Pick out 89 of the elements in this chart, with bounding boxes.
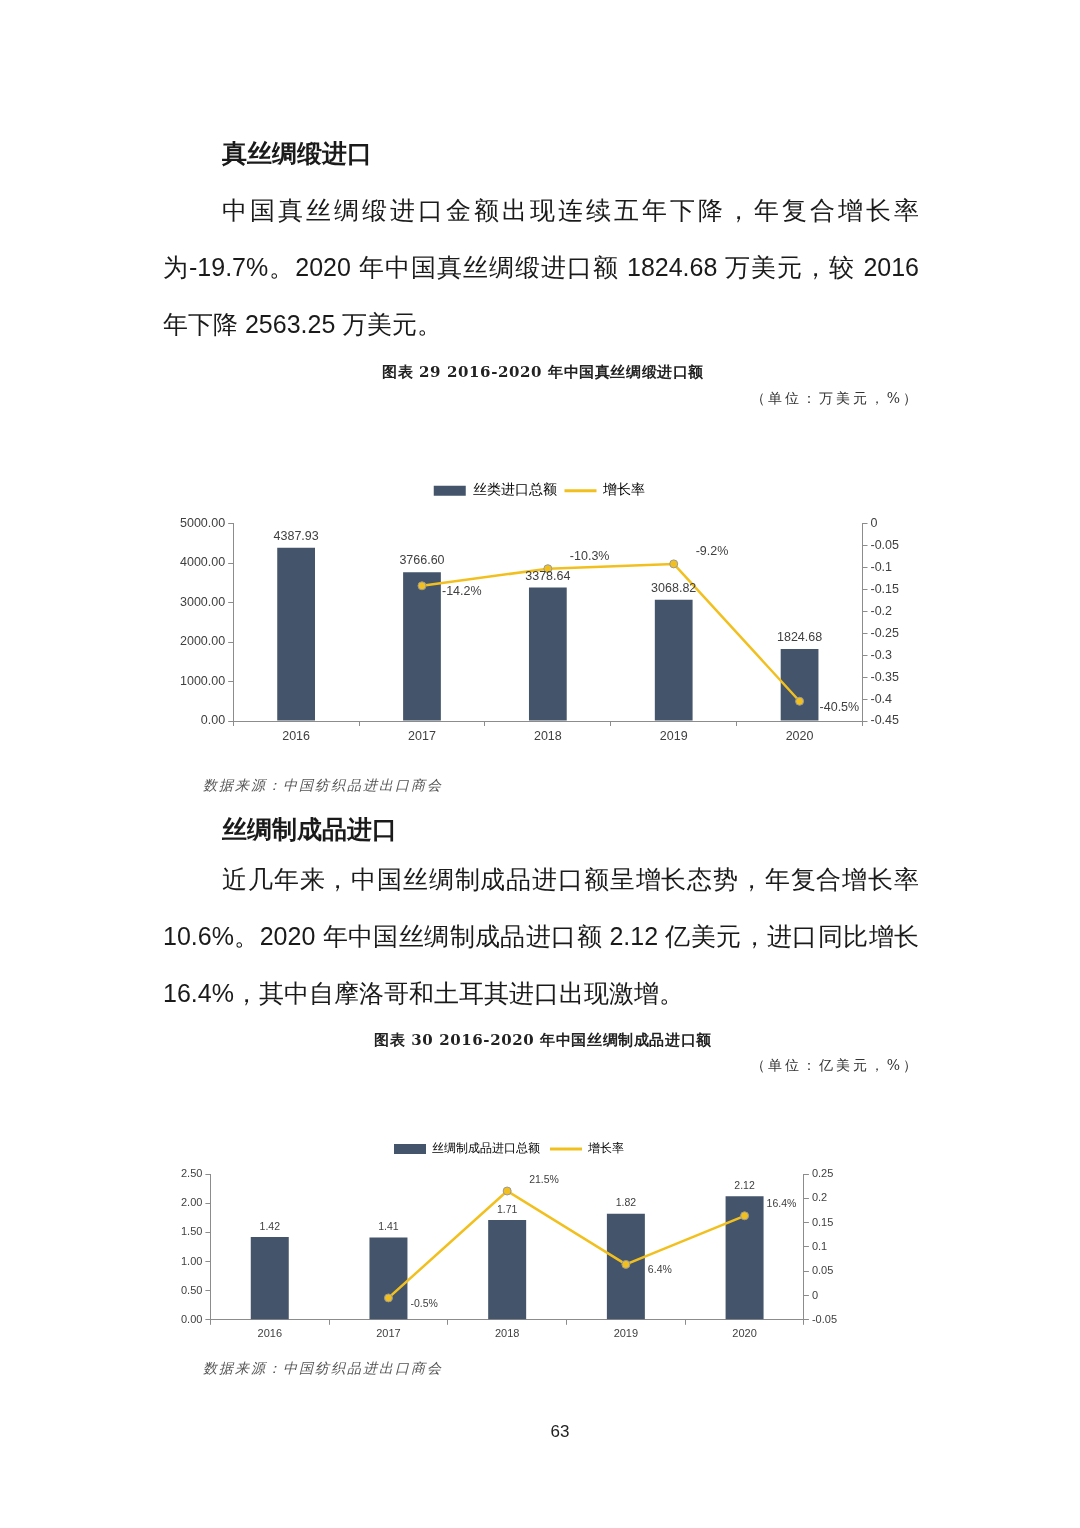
y2-tick-label: -0.1 [870, 559, 893, 574]
x-tick-label: 2016 [257, 1327, 282, 1340]
chart-subtitle: （单位：万美元，%） [750, 389, 920, 407]
text: 丝绸制成品进口 [222, 814, 397, 844]
bar [250, 1236, 289, 1320]
data-label: 21.5% [529, 1172, 559, 1185]
data-label: 1.82 [615, 1196, 637, 1209]
y2-tick-label: -0.35 [870, 669, 900, 684]
legend-label: 增长率 [602, 482, 646, 498]
x-tick-label: 2020 [732, 1327, 757, 1340]
x-tick-label: 2019 [613, 1327, 639, 1340]
legend-label: 丝类进口总额 [472, 482, 557, 498]
y2-tick-label: -0.25 [870, 625, 900, 640]
point [502, 1186, 512, 1196]
y-tick-label: 3000.00 [180, 594, 226, 609]
bar [528, 587, 567, 721]
x-tick-label: 2018 [533, 728, 562, 743]
y-tick-label: 0.00 [200, 713, 226, 728]
y2-tick-label: 0 [870, 515, 878, 530]
data-label: -9.2% [695, 544, 729, 559]
y2-tick-label: -0.2 [870, 603, 893, 618]
bar [606, 1213, 645, 1320]
data-label: 16.4% [766, 1197, 797, 1210]
source-note: 数据来源：中国纺织品进出口商会 [203, 1359, 443, 1377]
text: 真丝绸缎进口 [222, 138, 372, 168]
point [621, 1259, 631, 1269]
bar [488, 1220, 527, 1320]
x-tick-label: 2017 [376, 1327, 401, 1340]
y-tick-label: 4000.00 [180, 555, 226, 570]
data-label: 1.71 [496, 1202, 518, 1215]
data-label: 1.41 [378, 1220, 399, 1233]
y-tick-label: 2.50 [180, 1167, 203, 1180]
bar [725, 1196, 764, 1320]
x-tick-label: 2020 [785, 728, 814, 743]
y-tick-label: 0.00 [180, 1312, 203, 1325]
data-label: -40.5% [819, 699, 860, 714]
data-label: 1.42 [259, 1219, 281, 1232]
data-label: 3766.60 [399, 553, 445, 568]
point [795, 696, 805, 706]
x-tick-label: 2018 [494, 1327, 520, 1340]
y2-tick-label: -0.45 [870, 713, 900, 728]
text: （单位：亿美元，%） [750, 1056, 920, 1074]
bar [369, 1237, 408, 1320]
data-label: 3378.64 [525, 568, 571, 583]
legend-label: 丝绸制成品进口总额 [432, 1141, 540, 1156]
bar [780, 648, 819, 721]
y2-tick-label: -0.4 [870, 691, 893, 706]
data-label: -10.3% [569, 548, 610, 563]
y2-tick-label: -0.3 [870, 647, 893, 662]
bar [403, 572, 441, 721]
y2-tick-label: 0.2 [811, 1191, 828, 1204]
text: 63 [550, 1421, 570, 1443]
y-tick-label: 2000.00 [180, 634, 226, 649]
y2-tick-label: 0.15 [811, 1215, 834, 1228]
data-label: -14.2% [441, 584, 482, 599]
point [383, 1293, 393, 1303]
legend-label: 增长率 [587, 1141, 624, 1156]
bar [654, 599, 693, 721]
y-tick-label: 2.00 [180, 1196, 203, 1209]
data-label: 1824.68 [776, 630, 823, 645]
y-tick-label: 1000.00 [180, 673, 226, 688]
data-label: 3068.82 [651, 580, 697, 595]
y2-tick-label: 0.25 [811, 1167, 834, 1180]
data-label: -0.5% [410, 1296, 438, 1309]
text: 近几年来，中国丝绸制成品进口额呈增长态势，年复合增长率10.6%。2020 年中国丝绸制成品进口额 2.12 亿美元，进口同比增长16.4%，其中自摩洛哥和土耳其进口出现激增。 [163, 863, 919, 1009]
text: 中国真丝绸缎进口金额出现连续五年下降，年复合增长率为-19.7%。2020 年中国真丝绸缎进口额 1824.68 万美元，较 2016 年下降 2563.25 万美元。 [163, 194, 919, 340]
y2-tick-label: -0.15 [870, 581, 900, 596]
point [740, 1211, 750, 1221]
y-tick-label: 1.00 [180, 1254, 203, 1267]
x-tick-label: 2017 [408, 728, 436, 743]
chart-title: 图表 29 2016-2020 年中国真丝绸缎进口额 [382, 363, 704, 381]
point [669, 559, 679, 569]
source-note: 数据来源：中国纺织品进出口商会 [203, 776, 443, 794]
y2-tick-label: 0 [811, 1288, 819, 1301]
chart-title: 图表 30 2016-2020 年中国丝绸制成品进口额 [374, 1031, 712, 1049]
bar [277, 547, 315, 721]
y-tick-label: 1.50 [180, 1225, 203, 1238]
y2-tick-label: 0.1 [811, 1239, 828, 1252]
point [417, 581, 427, 591]
y-tick-label: 5000.00 [180, 515, 226, 530]
y-tick-label: 0.50 [180, 1283, 203, 1296]
y2-tick-label: -0.05 [811, 1312, 838, 1325]
data-label: 2.12 [734, 1178, 755, 1191]
y2-tick-label: -0.05 [870, 537, 900, 552]
x-tick-label: 2019 [659, 728, 688, 743]
y2-tick-label: 0.05 [811, 1264, 834, 1277]
x-tick-label: 2016 [282, 728, 311, 743]
data-label: 6.4% [647, 1263, 672, 1276]
data-label: 4387.93 [273, 528, 319, 543]
